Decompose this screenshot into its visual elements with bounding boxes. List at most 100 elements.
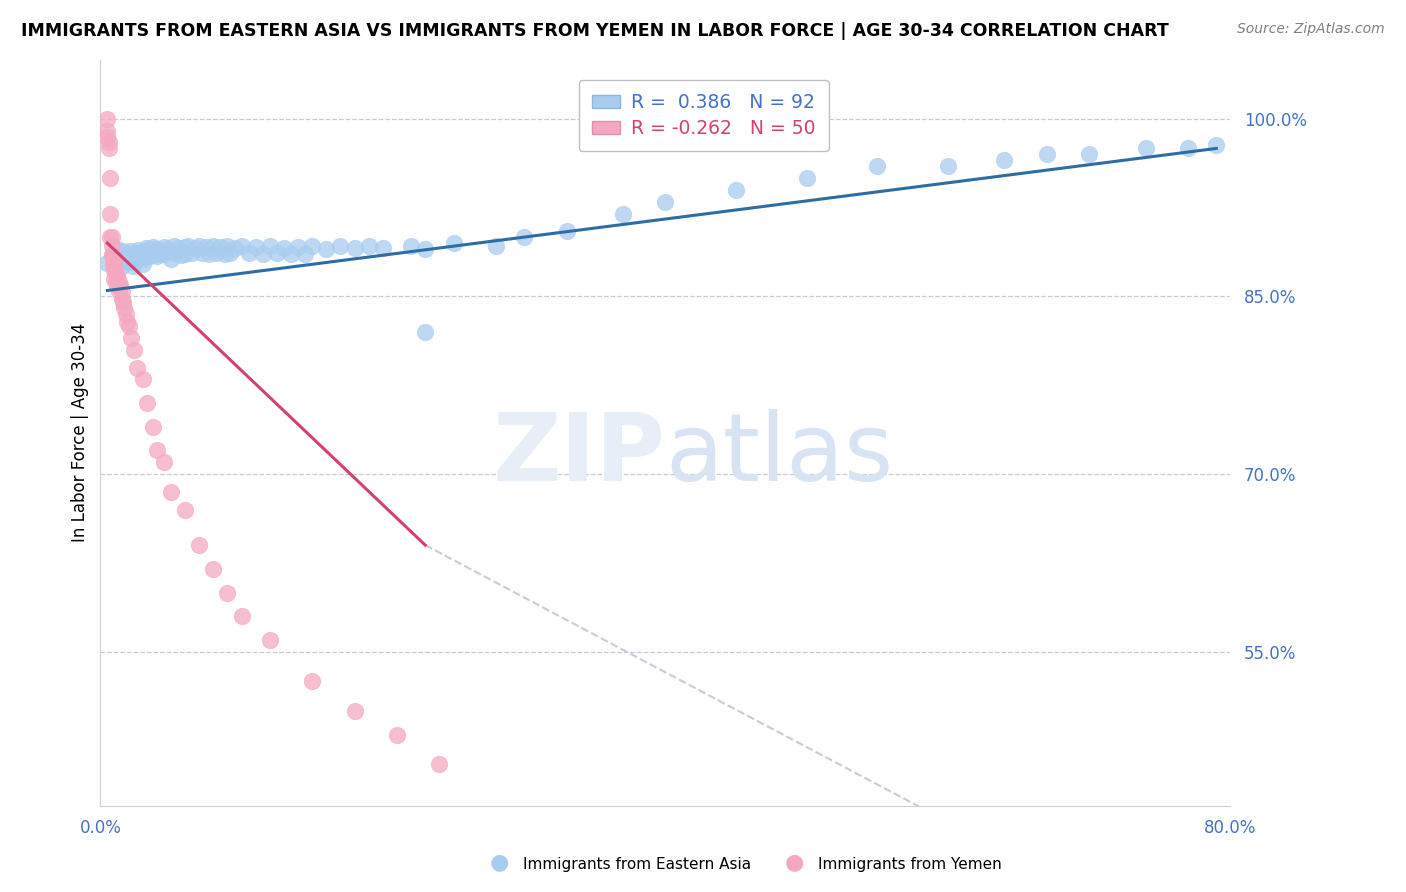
Point [153, 240, 176, 254]
Point [184, 241, 207, 255]
Point [110, 292, 132, 306]
Point [654, 194, 676, 209]
Point [315, 242, 337, 256]
Point [174, 240, 197, 254]
Point [114, 307, 136, 321]
Point [111, 295, 134, 310]
Point [252, 247, 274, 261]
Point [148, 244, 170, 259]
Point [160, 252, 183, 266]
Point [110, 284, 132, 298]
Point [163, 238, 186, 252]
Point [231, 238, 253, 252]
Point [993, 153, 1015, 168]
Point [287, 240, 309, 254]
Point [343, 241, 366, 255]
Point [129, 251, 152, 265]
Point [167, 241, 190, 255]
Point [112, 244, 135, 259]
Point [160, 484, 183, 499]
Point [153, 455, 176, 469]
Point [357, 238, 380, 252]
Point [120, 252, 142, 266]
Point [100, 230, 122, 244]
Point [96, 112, 118, 126]
Point [238, 245, 260, 260]
Point [101, 256, 124, 270]
Point [103, 252, 125, 266]
Point [100, 238, 122, 252]
Point [188, 238, 211, 252]
Text: Immigrants from Eastern Asia: Immigrants from Eastern Asia [523, 857, 751, 872]
Point [198, 247, 221, 261]
Point [280, 247, 302, 261]
Point [1177, 141, 1199, 155]
Point [146, 242, 169, 256]
Point [96, 256, 118, 270]
Point [107, 284, 129, 298]
Point [143, 247, 166, 261]
Point [156, 242, 179, 256]
Point [177, 238, 200, 252]
Point [104, 266, 127, 280]
Point [146, 443, 169, 458]
Point [96, 123, 118, 137]
Point [181, 245, 204, 260]
Legend: R =  0.386   N = 92, R = -0.262   N = 50: R = 0.386 N = 92, R = -0.262 N = 50 [579, 80, 830, 151]
Point [209, 240, 232, 254]
Point [110, 252, 132, 266]
Point [259, 632, 281, 647]
Point [120, 331, 142, 345]
Y-axis label: In Labor Force | Age 30-34: In Labor Force | Age 30-34 [72, 323, 89, 542]
Text: ●: ● [785, 853, 804, 872]
Point [231, 609, 253, 624]
Text: IMMIGRANTS FROM EASTERN ASIA VS IMMIGRANTS FROM YEMEN IN LABOR FORCE | AGE 30-34: IMMIGRANTS FROM EASTERN ASIA VS IMMIGRAN… [21, 22, 1168, 40]
Point [150, 247, 173, 261]
Point [174, 502, 197, 516]
Point [301, 674, 323, 689]
Text: Source: ZipAtlas.com: Source: ZipAtlas.com [1237, 22, 1385, 37]
Point [117, 319, 139, 334]
Point [135, 241, 157, 255]
Point [117, 247, 139, 261]
Point [165, 245, 187, 260]
Point [124, 254, 146, 268]
Point [385, 728, 408, 742]
Point [114, 254, 136, 268]
Point [139, 249, 162, 263]
Point [112, 301, 135, 316]
Point [188, 538, 211, 552]
Point [110, 259, 132, 273]
Point [96, 129, 118, 144]
Point [103, 256, 125, 270]
Point [245, 240, 267, 254]
Point [219, 245, 242, 260]
Point [136, 248, 159, 262]
Point [107, 275, 129, 289]
Point [202, 238, 225, 252]
Text: atlas: atlas [665, 409, 894, 501]
Point [98, 230, 121, 244]
Point [100, 248, 122, 262]
Point [224, 241, 246, 255]
Point [100, 248, 122, 262]
Point [1078, 147, 1101, 161]
Point [555, 224, 578, 238]
Point [103, 251, 125, 265]
Point [142, 419, 165, 434]
Point [485, 238, 508, 252]
Point [195, 240, 218, 254]
Point [103, 260, 125, 274]
Point [136, 396, 159, 410]
Point [125, 360, 148, 375]
Point [170, 248, 193, 262]
Point [120, 244, 142, 259]
Point [343, 704, 366, 718]
Point [429, 757, 451, 772]
Point [191, 245, 214, 260]
Point [98, 206, 121, 220]
Point [217, 238, 239, 252]
Point [294, 247, 316, 261]
Point [101, 251, 124, 265]
Point [97, 141, 120, 155]
